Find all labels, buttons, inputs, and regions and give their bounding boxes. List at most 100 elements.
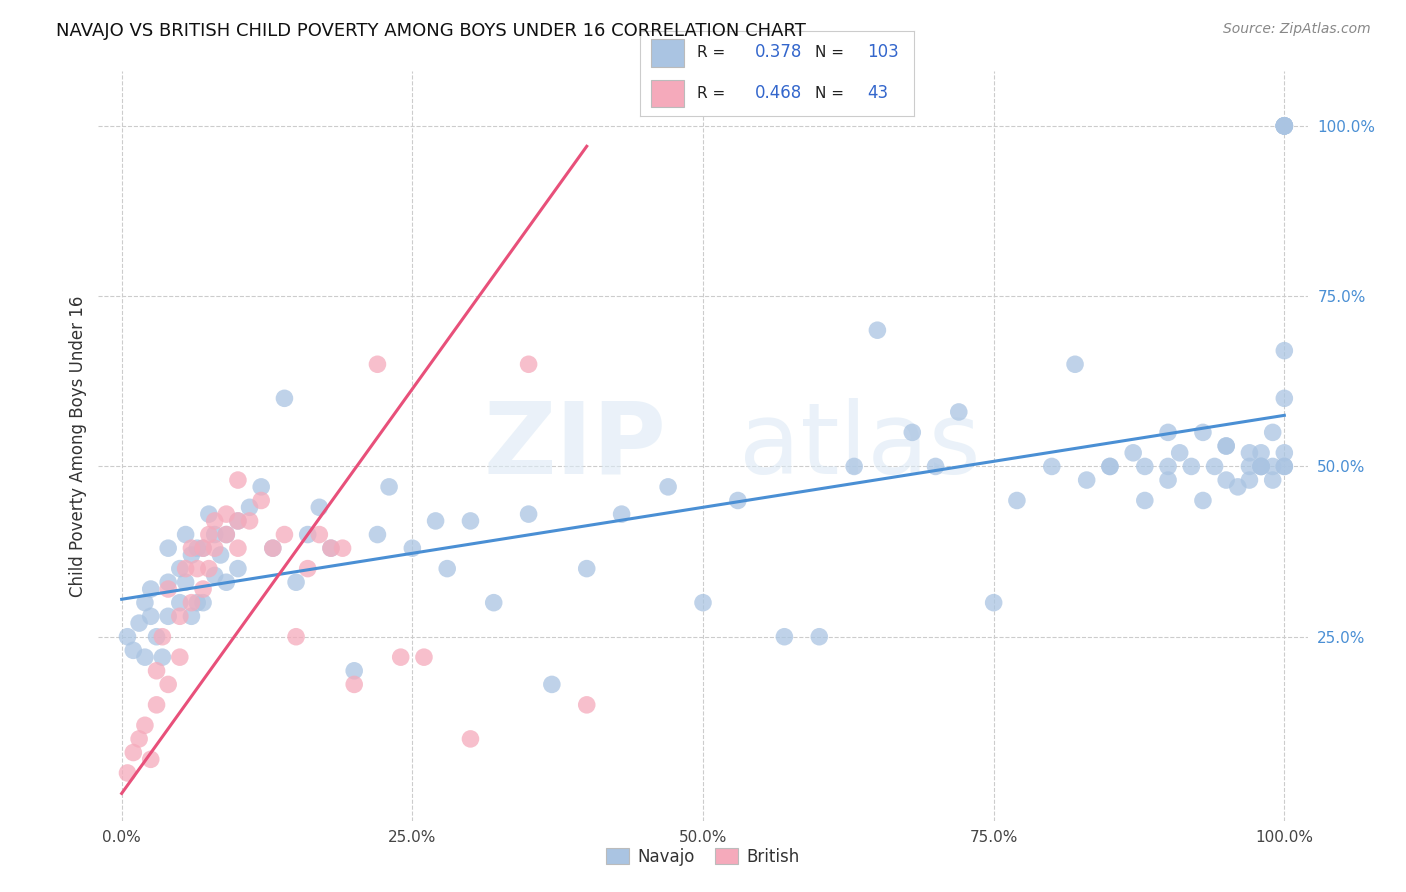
Point [1239,459,1261,474]
Point [250,493,273,508]
Point [844,459,866,474]
Point [1250,459,1272,474]
Point [1272,119,1295,133]
Point [157,575,180,590]
Point [297,527,319,541]
Point [1250,446,1272,460]
Point [262,541,284,556]
Point [273,527,295,541]
Point [215,507,238,521]
Point [1250,459,1272,474]
Point [1005,493,1028,508]
Point [413,650,436,665]
Point [1157,473,1180,487]
Point [180,548,202,562]
Point [134,596,156,610]
Text: 0.378: 0.378 [755,44,803,62]
Point [482,596,505,610]
Text: ZIP: ZIP [484,398,666,494]
Point [285,630,308,644]
Point [128,616,150,631]
Point [226,541,249,556]
Point [366,527,388,541]
Point [226,514,249,528]
Point [1168,446,1191,460]
Point [425,514,447,528]
Point [215,527,238,541]
Point [1157,425,1180,440]
Point [308,500,330,515]
Point [169,650,191,665]
Text: R =: R = [697,86,731,101]
Point [186,541,208,556]
Point [139,582,162,596]
Point [226,514,249,528]
Point [1272,119,1295,133]
Point [540,677,562,691]
Point [139,609,162,624]
Point [174,527,197,541]
Point [117,766,139,780]
Point [180,541,202,556]
Point [273,392,295,406]
Point [727,493,749,508]
Point [297,561,319,575]
Point [1215,473,1237,487]
Point [1192,493,1215,508]
Point [150,630,173,644]
Point [575,561,598,575]
Point [145,664,167,678]
Point [1272,459,1295,474]
Point [250,480,273,494]
Point [239,514,262,528]
Point [983,596,1005,610]
Text: N =: N = [815,86,849,101]
Point [139,752,162,766]
Point [1215,439,1237,453]
Point [460,731,482,746]
Point [1180,459,1202,474]
Point [191,596,214,610]
Point [366,357,388,371]
Point [204,514,226,528]
Point [1272,343,1295,358]
Point [517,357,540,371]
Point [866,323,889,337]
Point [198,507,221,521]
Point [186,596,208,610]
Point [285,575,308,590]
Point [1261,425,1284,440]
Point [1272,119,1295,133]
Text: NAVAJO VS BRITISH CHILD POVERTY AMONG BOYS UNDER 16 CORRELATION CHART: NAVAJO VS BRITISH CHILD POVERTY AMONG BO… [56,22,806,40]
Point [1076,473,1098,487]
FancyBboxPatch shape [651,39,683,67]
Point [226,473,249,487]
Point [343,664,366,678]
Point [191,541,214,556]
Point [122,643,145,657]
Point [901,425,924,440]
Point [1133,459,1156,474]
Point [215,575,238,590]
Point [180,596,202,610]
Point [239,500,262,515]
Text: 103: 103 [868,44,898,62]
Point [134,650,156,665]
Text: atlas: atlas [740,398,981,494]
Point [1272,446,1295,460]
Point [186,561,208,575]
Point [610,507,633,521]
Point [1133,493,1156,508]
Y-axis label: Child Poverty Among Boys Under 16: Child Poverty Among Boys Under 16 [69,295,87,597]
Point [1098,459,1121,474]
Point [204,527,226,541]
Point [319,541,342,556]
Point [157,582,180,596]
Point [773,630,796,644]
Point [180,609,202,624]
Point [1226,480,1249,494]
Text: 43: 43 [868,84,889,102]
Point [191,541,214,556]
Point [122,746,145,760]
Point [1272,392,1295,406]
